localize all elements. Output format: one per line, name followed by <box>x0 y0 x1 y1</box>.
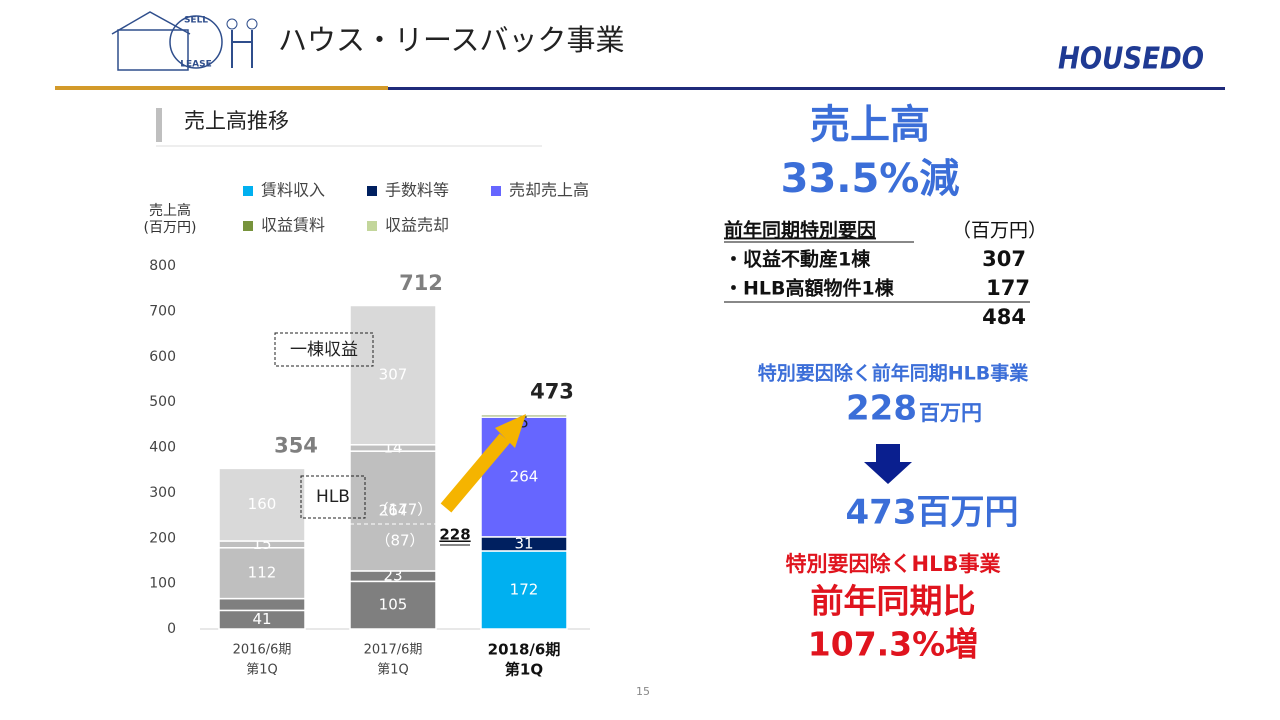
hlb-change: 107.3%増 <box>808 625 978 664</box>
page-number: 15 <box>636 685 650 698</box>
annotation: 228 <box>439 526 470 544</box>
x-tick-label: 第1Q <box>246 663 278 678</box>
cycle-icon <box>169 15 223 69</box>
data-label: 307 <box>379 366 408 384</box>
header-rule <box>388 87 1225 90</box>
legend-swatch <box>367 186 377 196</box>
header-icon: SELL LEASE <box>111 11 258 71</box>
section-title: 売上高推移 <box>184 109 289 133</box>
data-label: 41 <box>252 610 271 628</box>
person-icon <box>246 18 258 30</box>
data-label: 5 <box>519 413 529 431</box>
bar-segment <box>218 597 306 612</box>
y-axis-label: 売上高 <box>149 202 191 219</box>
data-label: 160 <box>248 495 277 513</box>
icon-text: SELL <box>184 16 208 26</box>
total-label: 473 <box>530 379 574 403</box>
data-label: 172 <box>510 580 539 598</box>
legend-label: 賃料収入 <box>261 181 325 200</box>
annotation: （177） <box>374 501 433 519</box>
x-tick-label: 2017/6期 <box>364 643 423 658</box>
data-label: 264 <box>510 467 539 485</box>
row-label: ・HLB高額物件1棟 <box>724 277 895 300</box>
legend-swatch <box>243 221 253 231</box>
y-tick-label: 200 <box>149 530 176 546</box>
legend-label: 手数料等 <box>385 181 449 200</box>
summary: 売上高 33.5%減 前年同期特別要因 （百万円） ・収益不動産1棟 307 ・… <box>724 102 1047 664</box>
excl-unit: 百万円 <box>919 401 982 425</box>
arrow-head <box>495 414 526 448</box>
row-value: 307 <box>982 247 1026 271</box>
data-label: 31 <box>514 534 533 552</box>
person-icon <box>231 30 253 68</box>
x-tick-label: 第1Q <box>377 663 409 678</box>
data-label: 112 <box>248 564 277 582</box>
headline: 売上高 <box>810 102 930 148</box>
section-marker <box>156 108 162 142</box>
down-arrow <box>864 444 912 484</box>
legend-label: 売却売上高 <box>509 181 589 200</box>
bar-segment <box>349 450 437 572</box>
roof-icon <box>111 11 191 35</box>
annotation: （87） <box>375 532 424 550</box>
y-tick-label: 600 <box>149 349 176 365</box>
special-title: 前年同期特別要因 <box>724 219 876 242</box>
y-tick-label: 400 <box>149 440 176 456</box>
headline-change: 33.5%減 <box>781 156 960 202</box>
legend-swatch <box>491 186 501 196</box>
y-tick-label: 0 <box>167 621 176 637</box>
total-label: 354 <box>274 433 318 457</box>
x-tick-label: 第1Q <box>505 661 543 679</box>
chart: 売上高(百万円) 0 100 200 300 400 500 600 700 800 賃料収入 手数料… <box>144 181 590 679</box>
annotation: HLB <box>316 487 350 507</box>
annotation-box <box>300 475 366 519</box>
logo: HOUSEDO <box>1058 42 1204 77</box>
y-tick-label: 300 <box>149 485 176 501</box>
legend-swatch <box>367 221 377 231</box>
x-tick-label: 2016/6期 <box>233 643 292 658</box>
excl-value: 228 <box>846 389 917 429</box>
legend-swatch <box>243 186 253 196</box>
data-label: 105 <box>379 596 408 614</box>
header-rule <box>55 86 388 90</box>
bar-segment <box>218 547 306 600</box>
row-label: ・収益不動産1棟 <box>724 248 871 271</box>
current: 473百万円 <box>846 493 1019 533</box>
hlb-compare: 前年同期比 <box>811 582 976 621</box>
y-tick-label: 700 <box>149 303 176 319</box>
unit: （百万円） <box>952 220 1047 242</box>
hlb-title: 特別要因除くHLB事業 <box>786 552 1002 576</box>
slide-title: ハウス・リースバック事業 <box>278 23 625 57</box>
annotation: 一棟収益 <box>290 340 358 360</box>
bar-segment <box>349 304 437 446</box>
bar-segment <box>480 550 568 630</box>
total-label: 712 <box>399 271 443 295</box>
y-tick-label: 800 <box>149 258 176 274</box>
person-icon <box>226 18 238 30</box>
arrow <box>440 433 511 513</box>
y-axis-label: (百万円) <box>144 220 197 236</box>
data-label: 264 <box>379 502 408 520</box>
excl-title: 特別要因除く前年同期HLB事業 <box>758 362 1029 385</box>
annotation-box <box>274 332 374 367</box>
total: 484 <box>982 305 1026 329</box>
legend-label: 収益売却 <box>385 216 449 235</box>
house-icon <box>117 29 189 71</box>
legend-label: 収益賃料 <box>261 216 325 235</box>
bar-segment <box>218 467 306 542</box>
y-tick-label: 500 <box>149 394 176 410</box>
icon-text: LEASE <box>180 60 211 70</box>
x-tick-label: 2018/6期 <box>488 641 561 659</box>
y-tick-label: 100 <box>149 576 176 592</box>
row-value: 177 <box>986 276 1030 300</box>
bar-segment <box>349 580 437 630</box>
